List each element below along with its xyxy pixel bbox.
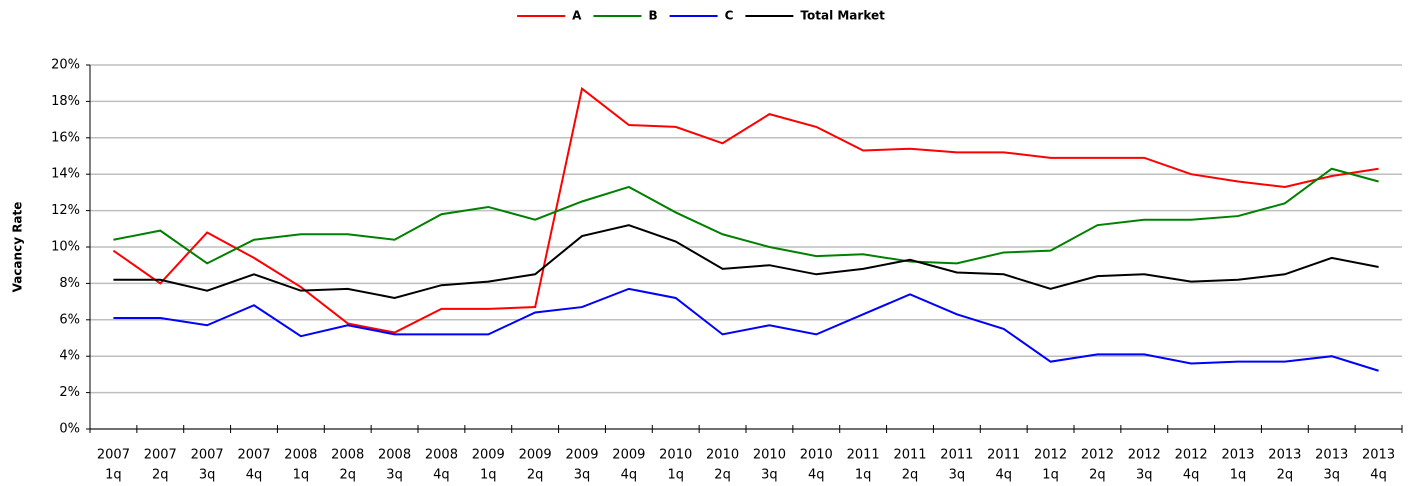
x-tick-label: 2010 (659, 448, 692, 463)
x-tick-label: 2012 (1128, 448, 1161, 463)
x-tick-label: 2010 (753, 448, 786, 463)
x-tick-label: 2009 (612, 448, 645, 463)
y-tick-label: 2% (59, 385, 80, 400)
x-tick-label: 2012 (1175, 448, 1208, 463)
legend-label: Total Market (800, 9, 885, 23)
x-tick-label: 2011 (987, 448, 1020, 463)
x-tick-label: 2007 (191, 448, 224, 463)
x-tick-label: 3q (1136, 468, 1153, 483)
legend-label: C (725, 9, 734, 23)
x-tick-label: 3q (949, 468, 966, 483)
y-tick-label: 16% (51, 130, 80, 145)
x-tick-label: 3q (199, 468, 216, 483)
x-tick-label: 1q (1042, 468, 1059, 483)
y-tick-label: 6% (59, 312, 80, 327)
x-tick-label: 4q (808, 468, 825, 483)
x-tick-label: 2011 (847, 448, 880, 463)
x-tick-label: 2008 (331, 448, 364, 463)
x-tick-label: 2007 (144, 448, 177, 463)
series-line (113, 224, 1379, 299)
x-tick-label: 4q (621, 468, 638, 483)
x-tick-label: 1q (1230, 468, 1247, 483)
x-tick-label: 3q (574, 468, 591, 483)
legend-label: A (572, 9, 582, 23)
x-tick-label: 2011 (940, 448, 973, 463)
x-tick-label: 2009 (565, 448, 598, 463)
x-tick-label: 2007 (97, 448, 130, 463)
x-tick-label: 2009 (472, 448, 505, 463)
x-tick-label: 2008 (425, 448, 458, 463)
x-tick-label: 2008 (284, 448, 317, 463)
y-tick-label: 4% (59, 349, 80, 364)
x-tick-label: 2012 (1081, 448, 1114, 463)
x-tick-label: 1q (667, 468, 684, 483)
x-tick-label: 2010 (706, 448, 739, 463)
x-tick-label: 4q (246, 468, 263, 483)
series-line (112, 86, 1379, 334)
legend-label: B (648, 9, 657, 23)
series-line (113, 287, 1379, 372)
y-tick-label: 0% (59, 422, 80, 437)
y-tick-label: 10% (51, 240, 80, 255)
y-tick-label: 12% (51, 203, 80, 218)
x-tick-label: 1q (855, 468, 872, 483)
x-tick-label: 2008 (378, 448, 411, 463)
x-tick-label: 2009 (519, 448, 552, 463)
x-tick-label: 2010 (800, 448, 833, 463)
x-tick-label: 2q (902, 468, 919, 483)
x-tick-label: 2013 (1315, 448, 1348, 463)
y-tick-label: 18% (51, 94, 80, 109)
x-tick-label: 2q (339, 468, 356, 483)
x-tick-label: 2013 (1268, 448, 1301, 463)
x-tick-label: 2007 (237, 448, 270, 463)
x-tick-label: 1q (293, 468, 310, 483)
x-tick-label: 1q (105, 468, 122, 483)
x-tick-label: 4q (1370, 468, 1387, 483)
x-tick-label: 2q (1277, 468, 1294, 483)
y-tick-label: 8% (59, 276, 80, 291)
x-tick-label: 2q (1089, 468, 1106, 483)
y-tick-label: 20% (51, 58, 80, 73)
x-tick-label: 2q (714, 468, 731, 483)
x-tick-label: 2q (527, 468, 544, 483)
y-tick-label: 14% (51, 167, 80, 182)
series-line (113, 167, 1379, 265)
x-tick-label: 2013 (1221, 448, 1254, 463)
x-tick-label: 2q (152, 468, 169, 483)
y-axis-title: Vacancy Rate (11, 202, 25, 293)
x-tick-label: 3q (386, 468, 403, 483)
x-tick-label: 2011 (893, 448, 926, 463)
x-tick-label: 3q (761, 468, 778, 483)
x-tick-label: 4q (1183, 468, 1200, 483)
x-tick-label: 2012 (1034, 448, 1067, 463)
x-tick-label: 3q (1323, 468, 1340, 483)
x-tick-label: 4q (433, 468, 450, 483)
x-tick-label: 1q (480, 468, 497, 483)
x-tick-label: 4q (995, 468, 1012, 483)
x-tick-label: 2013 (1362, 448, 1395, 463)
